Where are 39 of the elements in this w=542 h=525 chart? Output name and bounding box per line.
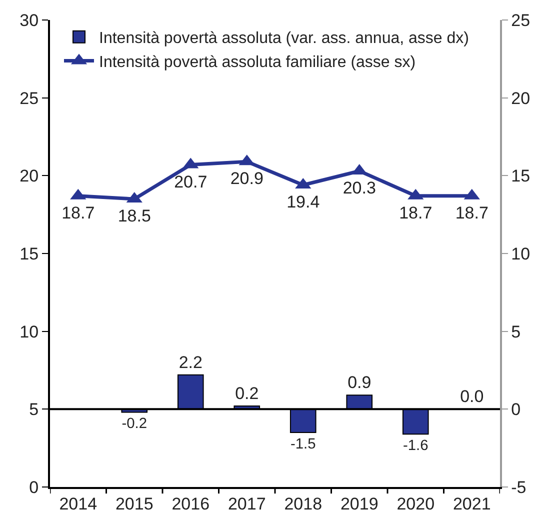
y-tick-label: 25 [20,88,39,108]
x-tick-label: 2021 [452,494,491,514]
x-tick-label: 2016 [172,494,210,514]
y-tick-label: 5 [29,400,39,420]
data-label: 18.7 [455,203,488,222]
data-label: -1.6 [402,438,428,454]
y-tick-label: 30 [20,10,39,30]
data-label: 2.2 [178,352,202,372]
y2-tick-label: 0 [511,400,521,420]
y2-tick-label: -5 [511,478,526,497]
x-tick-label: 2020 [396,494,435,514]
data-label: 18.7 [399,203,432,222]
y-tick-label: 15 [20,244,39,264]
x-tick-label: 2017 [228,494,266,514]
data-label: -0.2 [122,416,148,432]
data-label: 19.4 [286,192,320,212]
y2-tick-label: 15 [511,166,530,186]
data-label: 0.9 [348,373,372,392]
data-label: 0.0 [460,387,484,406]
y2-tick-label: 10 [511,244,530,264]
data-label: 0.2 [235,384,259,404]
y-tick-label: 20 [20,166,39,186]
x-tick-label: 2014 [59,494,98,514]
data-label: 18.7 [62,203,95,222]
data-label: 20.3 [342,178,376,198]
data-label: 18.5 [118,206,151,226]
data-label: 20.9 [230,169,264,188]
legend-label: Intensità povertà assoluta familiare (asse sx) [99,54,416,71]
y2-tick-label: 25 [511,10,530,30]
x-tick-label: 2019 [340,494,378,514]
data-label: -1.5 [290,436,316,452]
x-tick-label: 2018 [284,494,322,514]
y-tick-label: 10 [20,322,39,342]
x-tick-label: 2015 [115,494,154,514]
data-label: 20.7 [174,172,208,192]
legend-label: Intensità povertà assoluta (var. ass. annua, asse dx) [99,30,469,48]
y2-tick-label: 20 [511,88,530,108]
y-tick-label: 0 [29,478,39,497]
y2-tick-label: 5 [511,322,521,342]
